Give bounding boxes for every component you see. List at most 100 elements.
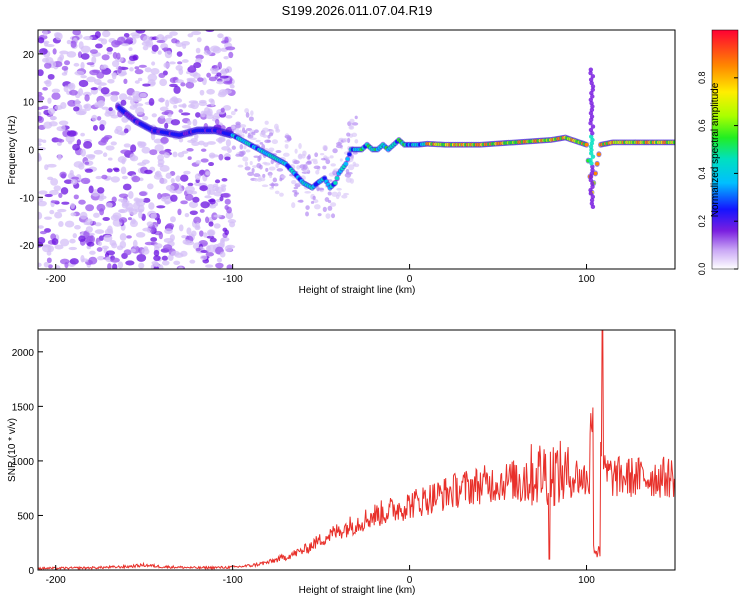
heat-speckle <box>220 68 228 75</box>
heat-speckle <box>38 211 43 220</box>
heat-speckle <box>126 96 133 101</box>
heat-speckle <box>78 199 86 205</box>
heat-speckle <box>127 217 132 221</box>
ridge-core <box>345 157 350 161</box>
heat-speckle <box>79 211 88 220</box>
heat-speckle <box>260 177 266 182</box>
heat-speckle <box>215 262 224 269</box>
heat-speckle <box>41 244 51 248</box>
heat-speckle <box>157 192 162 200</box>
heat-speckle <box>159 115 166 119</box>
colorbar: 0.0 0.2 0.4 0.6 0.8 Normalized spectral ampl… <box>697 29 739 275</box>
heat-speckle <box>80 255 85 263</box>
heat-speckle <box>248 116 254 122</box>
heat-speckle <box>69 238 76 244</box>
heat-speckle <box>325 213 331 219</box>
heat-speckle <box>178 104 187 108</box>
heat-speckle <box>69 258 79 265</box>
snr-frame <box>37 329 676 571</box>
heat-speckle <box>291 179 297 185</box>
heat-speckle <box>206 88 215 95</box>
heat-speckle <box>94 222 102 227</box>
heat-speckle <box>214 179 221 184</box>
heat-speckle <box>204 195 212 199</box>
heat-speckle <box>57 208 67 213</box>
heat-speckle <box>195 47 201 54</box>
heat-speckle <box>94 229 105 234</box>
heat-speckle <box>48 121 58 127</box>
heat-speckle <box>222 105 232 111</box>
colorbar-tick-label: 0.6 <box>697 119 707 132</box>
heat-speckle <box>344 172 352 178</box>
spike-blob <box>588 77 594 82</box>
heat-speckle <box>101 106 109 110</box>
heat-speckle <box>98 100 105 107</box>
heat-speckle <box>343 192 350 196</box>
heat-speckle <box>73 194 79 200</box>
heat-speckle <box>132 90 142 99</box>
heat-speckle <box>116 130 125 136</box>
heat-speckle <box>185 185 195 193</box>
heat-speckle <box>249 137 257 140</box>
heat-speckle <box>61 124 66 132</box>
heat-speckle <box>250 110 254 116</box>
heat-speckle <box>294 192 300 195</box>
heat-speckle <box>268 147 275 152</box>
heat-speckle <box>205 113 215 120</box>
heat-speckle <box>77 88 84 96</box>
heat-speckle <box>43 261 49 268</box>
heat-speckle <box>103 234 113 243</box>
y-tick-label: 2000 <box>12 348 35 359</box>
heat-speckle <box>229 221 236 228</box>
x-tick-label: 0 <box>407 575 413 586</box>
heat-speckle <box>49 189 59 196</box>
heat-speckle <box>330 163 336 167</box>
heat-speckle <box>80 132 85 137</box>
heat-speckle <box>173 97 183 104</box>
heat-speckle <box>245 149 251 153</box>
heat-speckle <box>134 66 140 70</box>
heat-speckle <box>212 46 222 54</box>
heat-speckle <box>205 30 215 33</box>
heat-speckle <box>78 79 89 88</box>
heat-speckle <box>324 197 330 203</box>
heat-speckle <box>319 152 325 156</box>
heat-speckle <box>153 243 163 249</box>
heat-speckle <box>195 222 200 229</box>
heat-speckle <box>324 156 330 160</box>
heat-speckle <box>175 175 181 182</box>
heat-speckle <box>312 195 316 201</box>
heat-speckle <box>154 144 164 152</box>
heat-speckle <box>170 216 176 223</box>
spike-blob <box>588 97 594 102</box>
heat-speckle <box>120 149 130 154</box>
heat-speckle <box>163 244 173 251</box>
heat-speckle <box>98 140 107 146</box>
heat-speckle <box>231 125 235 130</box>
heat-speckle <box>166 223 175 229</box>
heat-speckle <box>221 89 232 94</box>
spectrogram-y-ticks: -20 -10 0 10 20 <box>20 50 43 252</box>
heat-speckle <box>292 189 298 193</box>
heat-speckle <box>80 148 86 157</box>
heat-speckle <box>242 156 249 162</box>
heat-speckle <box>38 95 45 102</box>
heat-speckle <box>138 262 145 269</box>
y-tick-label: -10 <box>20 193 35 204</box>
heat-speckle <box>126 37 134 42</box>
heat-speckle <box>158 264 164 269</box>
heat-speckle <box>167 113 172 118</box>
heat-speckle <box>71 176 80 180</box>
heat-speckle <box>107 78 115 84</box>
heat-speckle <box>224 204 229 210</box>
heat-speckle <box>247 171 255 176</box>
heat-speckle <box>58 139 65 143</box>
heat-speckle <box>51 238 59 246</box>
heat-speckle <box>106 46 113 52</box>
heat-speckle <box>189 259 196 264</box>
heat-speckle <box>291 202 296 209</box>
heat-speckle <box>164 122 169 129</box>
heat-speckle <box>147 73 158 82</box>
heat-speckle <box>261 184 269 188</box>
heat-speckle <box>170 177 175 184</box>
